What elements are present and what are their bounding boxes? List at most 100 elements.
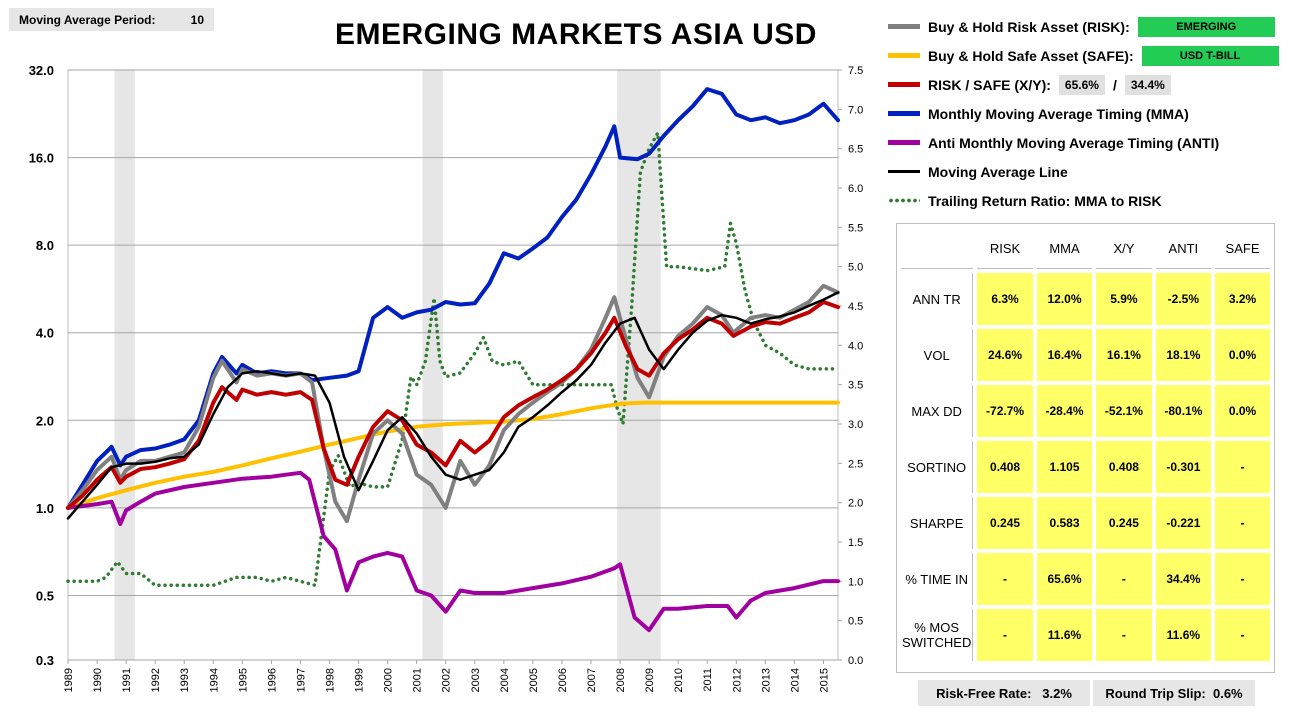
legend-safe-label: Buy & Hold Safe Asset (SAFE): — [928, 47, 1134, 64]
legend-xy-label: RISK / SAFE (X/Y): — [928, 76, 1051, 93]
stats-col-mma: MMA — [1036, 228, 1093, 269]
stats-cell: 6.3% — [977, 273, 1033, 325]
stats-cell: 0.0% — [1215, 329, 1270, 381]
legend-anti: Anti Monthly Moving Average Timing (ANTI… — [888, 128, 1283, 157]
x-tick-label: 2002 — [441, 668, 453, 692]
legend-ratio-label: Trailing Return Ratio: MMA to RISK — [928, 192, 1162, 209]
recession-band — [114, 70, 135, 660]
risk-free-rate-label: Risk-Free Rate: — [936, 685, 1032, 701]
xy-separator: / — [1112, 76, 1117, 93]
y-left-tick-label: 2.0 — [36, 413, 54, 428]
stats-cell: 65.6% — [1036, 553, 1093, 605]
x-tick-label: 2010 — [673, 668, 685, 692]
y-left-tick-label: 8.0 — [36, 238, 54, 253]
legend-anti-label: Anti Monthly Moving Average Timing (ANTI… — [928, 134, 1220, 151]
stats-cell: 34.4% — [1155, 553, 1212, 605]
stats-cell: 3.2% — [1215, 273, 1270, 325]
stats-table: RISK MMA X/Y ANTI SAFE ANN TR 6.3% 12.0%… — [896, 223, 1275, 673]
stats-cell: 11.6% — [1036, 609, 1093, 661]
y-left-tick-label: 4.0 — [36, 326, 54, 341]
stats-row-label: SHARPE — [901, 497, 974, 549]
y-right-tick-label: 4.5 — [848, 301, 863, 313]
stats-cell: 0.583 — [1036, 497, 1093, 549]
stats-cell: - — [1096, 553, 1152, 605]
y-left-tick-label: 0.3 — [36, 653, 54, 668]
legend-safe-swatch — [888, 53, 920, 58]
y-right-tick-label: 2.0 — [848, 498, 863, 510]
stats-cell: -80.1% — [1155, 385, 1212, 437]
legend-risk: Buy & Hold Risk Asset (RISK): EMERGING — [888, 12, 1283, 41]
y-right-tick-label: 6.0 — [848, 183, 863, 195]
y-right-tick-label: 5.5 — [848, 222, 863, 234]
stats-cell: -72.7% — [977, 385, 1033, 437]
stats-col-risk: RISK — [977, 228, 1033, 269]
chart-plot: 0.3 0.5 1.0 2.0 4.0 8.0 16.0 32.0 0.0 0.5 1.0 1.5 2.… — [29, 63, 864, 692]
x-tick-label: 2007 — [586, 668, 598, 692]
y-right-tick-label: 4.0 — [848, 340, 863, 352]
stats-col-xy: X/Y — [1096, 228, 1152, 269]
stats-cell: - — [977, 609, 1033, 661]
stats-cell: - — [1096, 609, 1152, 661]
stats-col-anti: ANTI — [1155, 228, 1212, 269]
round-trip-slip-label: Round Trip Slip: — [1105, 685, 1206, 701]
y-right-tick-label: 6.5 — [848, 144, 863, 156]
stats-cell: 11.6% — [1155, 609, 1212, 661]
legend-mma-swatch — [888, 111, 920, 116]
x-tick-label: 1998 — [325, 668, 337, 692]
stats-cell: 16.4% — [1036, 329, 1093, 381]
stats-cell: - — [1215, 609, 1270, 661]
stats-cell: 24.6% — [977, 329, 1033, 381]
stats-row-mos-switched: % MOS SWITCHED - 11.6% - 11.6% - — [901, 609, 1270, 661]
x-tick-label: 1990 — [92, 668, 104, 692]
series-line-ma_line — [66, 291, 840, 520]
legend: Buy & Hold Risk Asset (RISK): EMERGING B… — [888, 12, 1283, 215]
ma-period-label: Moving Average Period: — [19, 12, 156, 27]
x-tick-label: 1993 — [179, 668, 191, 692]
x-tick-label: 1994 — [208, 668, 220, 692]
round-trip-slip-value: 0.6% — [1212, 685, 1243, 701]
plot-frame — [67, 69, 839, 661]
x-tick-label: 2009 — [644, 668, 656, 692]
stats-cell: - — [977, 553, 1033, 605]
x-tick-label: 2000 — [383, 668, 395, 692]
series-line-ratio — [66, 131, 840, 588]
y-left-tick-label: 16.0 — [29, 151, 54, 166]
xy-risk-value: 65.6% — [1058, 74, 1105, 95]
x-tick-label: 2013 — [760, 668, 772, 692]
x-tick-label: 2005 — [528, 668, 540, 692]
y-left-tick-label: 32.0 — [29, 63, 54, 78]
stats-row-label: SORTINO — [901, 441, 974, 493]
x-tick-label: 1989 — [63, 668, 75, 692]
stats-row-label: MAX DD — [901, 385, 974, 437]
y-right-tick-label: 0.0 — [848, 655, 863, 667]
legend-ma-line-swatch — [888, 170, 920, 173]
x-tick-label: 2008 — [615, 668, 627, 692]
stats-col-safe: SAFE — [1215, 228, 1270, 269]
stats-row-vol: VOL 24.6% 16.4% 16.1% 18.1% 0.0% — [901, 329, 1270, 381]
legend-anti-swatch — [888, 140, 920, 145]
legend-mma-label: Monthly Moving Average Timing (MMA) — [928, 105, 1189, 122]
stats-row-label: % TIME IN — [901, 553, 974, 605]
stats-cell: 0.408 — [977, 441, 1033, 493]
y-right-tick-label: 7.5 — [848, 65, 863, 77]
stats-cell: -28.4% — [1036, 385, 1093, 437]
stats-cell: - — [1215, 441, 1270, 493]
ma-period-box: Moving Average Period: 10 — [9, 8, 214, 31]
legend-risk-swatch — [888, 24, 920, 29]
series-line-anti — [66, 470, 840, 633]
stats-row-label: % MOS SWITCHED — [901, 609, 974, 661]
stats-cell: - — [1215, 497, 1270, 549]
x-tick-label: 2004 — [499, 668, 511, 692]
legend-ma-line: Moving Average Line — [888, 157, 1283, 186]
legend-risk-label: Buy & Hold Risk Asset (RISK): — [928, 18, 1130, 35]
x-tick-label: 2001 — [412, 668, 424, 692]
stats-cell: 5.9% — [1096, 273, 1152, 325]
x-tick-label: 1997 — [295, 668, 307, 692]
legend-mma: Monthly Moving Average Timing (MMA) — [888, 99, 1283, 128]
legend-safe: Buy & Hold Safe Asset (SAFE): USD T-BILL — [888, 41, 1283, 70]
stats-cell: 0.245 — [1096, 497, 1152, 549]
x-tick-label: 1995 — [237, 668, 249, 692]
ma-period-value: 10 — [190, 12, 204, 27]
x-tick-label: 1996 — [266, 668, 278, 692]
series-line-mma — [66, 87, 840, 510]
